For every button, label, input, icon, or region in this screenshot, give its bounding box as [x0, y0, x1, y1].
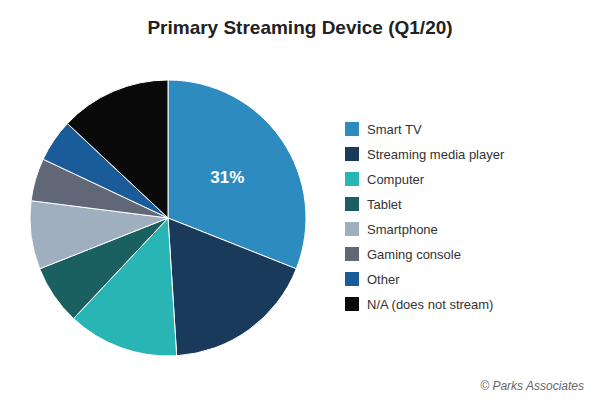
legend-swatch — [345, 247, 359, 261]
legend-swatch — [345, 122, 359, 136]
legend-swatch — [345, 222, 359, 236]
background — [0, 0, 600, 400]
legend-label: Other — [367, 272, 400, 287]
legend-label: Smart TV — [367, 122, 422, 137]
chart-svg: Primary Streaming Device (Q1/20) 31% Smart… — [0, 0, 600, 400]
legend-label: Streaming media player — [367, 147, 505, 162]
legend-label: Tablet — [367, 197, 402, 212]
pie-slice — [168, 218, 296, 356]
chart-title: Primary Streaming Device (Q1/20) — [147, 17, 452, 38]
legend-swatch — [345, 172, 359, 186]
legend-label: Gaming console — [367, 247, 461, 262]
legend-label: Smartphone — [367, 222, 438, 237]
pie — [30, 80, 306, 356]
data-label: 31% — [210, 168, 244, 187]
legend-label: N/A (does not stream) — [367, 297, 493, 312]
pie-slice — [67, 80, 168, 218]
legend-swatch — [345, 297, 359, 311]
legend-label: Computer — [367, 172, 425, 187]
legend-swatch — [345, 147, 359, 161]
legend: Smart TV Streaming media player Computer Ta… — [345, 122, 505, 312]
legend-swatch — [345, 272, 359, 286]
legend-swatch — [345, 197, 359, 211]
pie-labels: 31% — [210, 168, 244, 187]
annotation: © Parks Associates — [480, 379, 584, 393]
chart-container: Primary Streaming Device (Q1/20) 31% Smart… — [0, 0, 600, 400]
